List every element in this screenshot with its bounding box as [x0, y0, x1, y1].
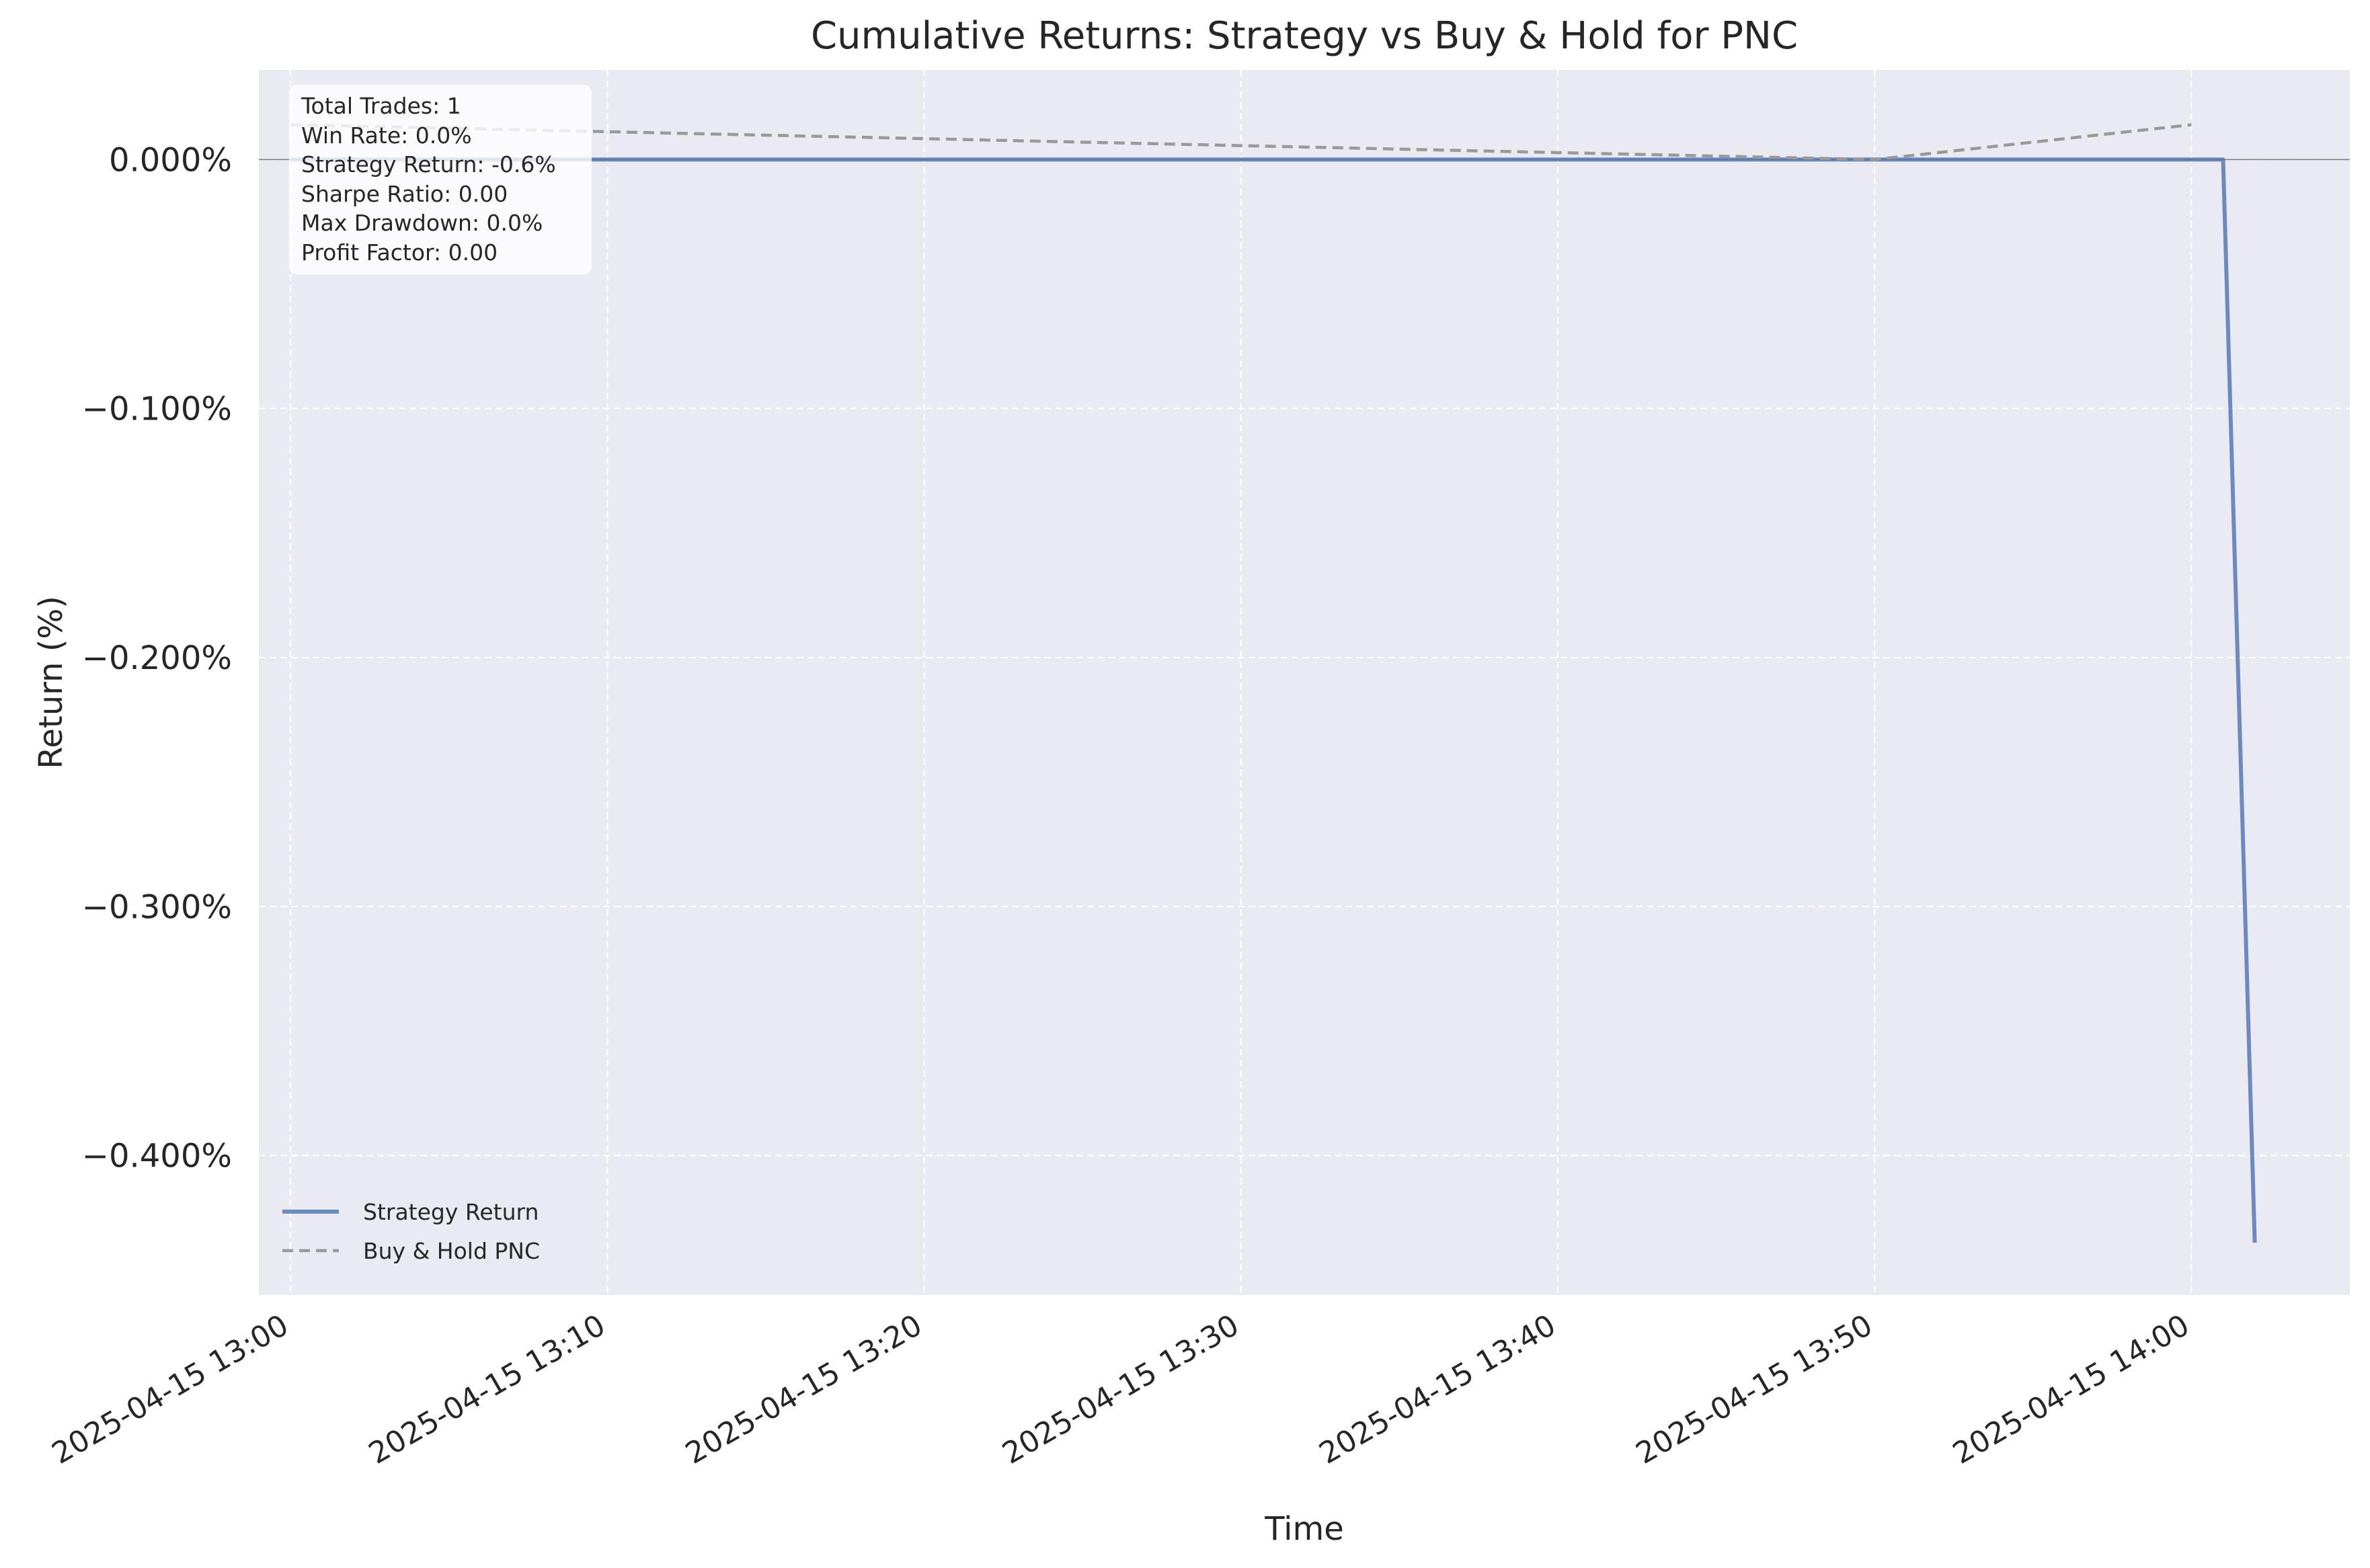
legend-swatch-dashed	[282, 1249, 339, 1253]
plot-area	[259, 70, 2350, 1295]
x-tick-label: 2025-04-15 13:30	[996, 1308, 1245, 1471]
y-tick-labels: 0.000% −0.100% −0.200% −0.300% −0.400%	[82, 141, 232, 1175]
y-tick-label: −0.400%	[82, 1138, 232, 1175]
legend-item-strategy: Strategy Return	[277, 1197, 539, 1226]
series-line-strategy-return	[290, 157, 2257, 1243]
x-tick-label: 2025-04-15 13:40	[1314, 1308, 1562, 1471]
series-line-buy-hold	[290, 123, 2192, 161]
chart-title: Cumulative Returns: Strategy vs Buy & Ho…	[811, 14, 1798, 58]
series-lines	[290, 123, 2257, 1243]
x-tick-label: 2025-04-15 13:20	[680, 1308, 928, 1471]
stat-strategy-return: Strategy Return: -0.6%	[301, 151, 556, 178]
legend-label-strategy: Strategy Return	[363, 1198, 539, 1225]
stat-profit-factor: Profit Factor: 0.00	[301, 239, 498, 266]
legend-label-buy-hold: Buy & Hold PNC	[363, 1237, 541, 1264]
stat-total-trades: Total Trades: 1	[301, 93, 461, 119]
y-tick-label: 0.000%	[109, 141, 232, 179]
x-tick-label: 2025-04-15 14:00	[1947, 1308, 2195, 1471]
legend-item-buy-hold: Buy & Hold PNC	[277, 1236, 540, 1265]
legend: Strategy Return Buy & Hold PNC	[277, 1197, 586, 1284]
x-axis-label: Time	[1264, 1510, 1343, 1548]
x-tick-labels: 2025-04-15 13:00 2025-04-15 13:10 2025-04-…	[46, 1308, 2195, 1471]
x-tick-label: 2025-04-15 13:50	[1630, 1308, 1879, 1471]
x-tick-label: 2025-04-15 13:00	[46, 1308, 294, 1471]
stat-max-drawdown: Max Drawdown: 0.0%	[301, 210, 543, 237]
stat-sharpe-ratio: Sharpe Ratio: 0.00	[301, 180, 508, 207]
statistics-box: Total Trades: 1 Win Rate: 0.0% Strategy …	[289, 85, 592, 274]
y-axis-label: Return (%)	[32, 596, 70, 769]
y-tick-label: −0.200%	[82, 639, 232, 677]
y-tick-label: −0.300%	[82, 888, 232, 926]
stat-win-rate: Win Rate: 0.0%	[301, 122, 472, 149]
legend-swatch-solid	[282, 1210, 339, 1214]
x-tick-label: 2025-04-15 13:10	[363, 1308, 611, 1471]
y-tick-label: −0.100%	[82, 391, 232, 428]
